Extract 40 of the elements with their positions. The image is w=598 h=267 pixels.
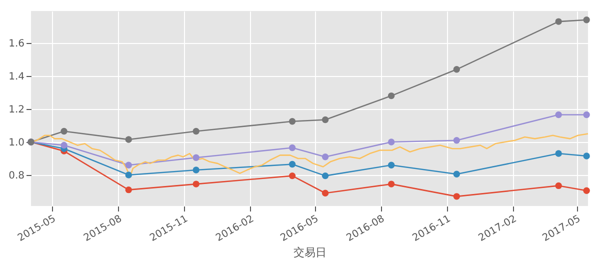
y-tick-label: 0.8	[8, 170, 24, 182]
point	[192, 154, 200, 162]
point	[453, 170, 460, 178]
point	[288, 172, 296, 180]
point	[192, 180, 200, 188]
point	[125, 172, 132, 178]
point	[60, 128, 68, 135]
point	[192, 128, 200, 135]
point	[125, 136, 132, 143]
point	[288, 118, 296, 125]
point	[322, 116, 329, 124]
point	[583, 16, 590, 24]
point	[388, 92, 395, 100]
point	[555, 111, 562, 118]
point	[125, 186, 132, 194]
point	[583, 187, 590, 194]
point	[453, 193, 460, 200]
point	[388, 138, 395, 146]
point	[453, 136, 460, 144]
point	[288, 144, 296, 152]
point	[583, 111, 590, 118]
y-tick-label: 1.0	[8, 137, 24, 148]
point	[555, 150, 562, 157]
y-tick-label: 1.6	[8, 38, 24, 50]
x-axis-title: 交易日	[294, 246, 326, 260]
y-tick-label: 1.4	[8, 72, 24, 82]
point	[322, 172, 329, 180]
point	[388, 162, 395, 168]
y-tick-label: 1.2	[8, 104, 24, 116]
point	[388, 180, 395, 188]
point	[192, 166, 200, 174]
point	[125, 162, 132, 168]
point	[322, 190, 329, 196]
point	[60, 142, 68, 149]
point	[555, 182, 562, 190]
point	[322, 153, 329, 160]
point	[288, 160, 296, 168]
point	[555, 18, 562, 25]
point	[453, 66, 460, 73]
point	[583, 152, 590, 160]
